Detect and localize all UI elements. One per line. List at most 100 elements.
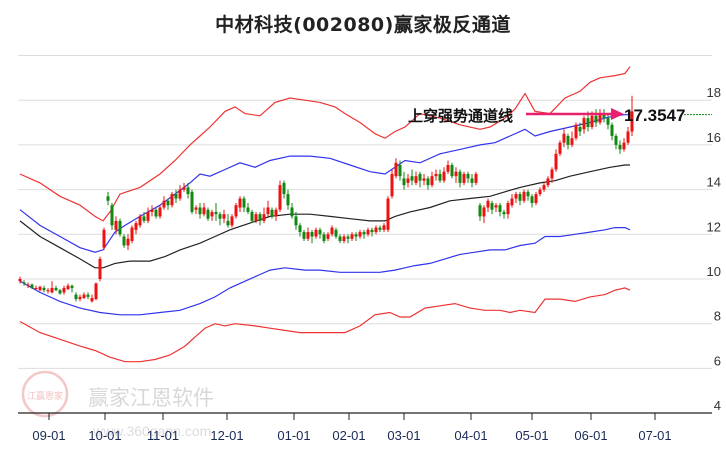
candle [606, 113, 610, 130]
annotation-label: 上穿强势通道线 [408, 107, 513, 125]
x-tick-label: 03-01 [387, 428, 420, 443]
candle [370, 227, 374, 237]
candle [406, 173, 410, 188]
candle [110, 203, 114, 230]
watermark-logo-icon [21, 370, 69, 418]
y-tick-label: 6 [714, 353, 721, 368]
candle [222, 209, 226, 224]
candle [458, 169, 462, 188]
candle [554, 149, 558, 172]
candle [614, 133, 618, 150]
candle [362, 229, 366, 239]
candle [106, 191, 110, 206]
candle [410, 169, 414, 186]
watermark-brand: 赢家江恩软件 [88, 386, 214, 410]
candle [66, 283, 70, 291]
candle [258, 211, 262, 226]
candle [154, 207, 158, 219]
candle [546, 176, 550, 188]
candle [314, 227, 318, 239]
candle [50, 281, 54, 294]
y-tick-label: 16 [707, 130, 721, 145]
candlesticks [18, 95, 634, 303]
candle [170, 191, 174, 208]
candle [578, 122, 582, 136]
candle [86, 292, 90, 300]
candle [202, 203, 206, 217]
candle [582, 115, 586, 134]
candle [98, 256, 102, 282]
candle [610, 122, 614, 141]
x-tick-label: 01-01 [277, 428, 310, 443]
candle [378, 225, 382, 233]
candle [418, 171, 422, 188]
y-tick-label: 10 [707, 264, 721, 279]
candle [198, 203, 202, 219]
candle [570, 131, 574, 148]
candle [354, 232, 358, 242]
y-tick-label: 12 [707, 219, 721, 234]
candle [454, 167, 458, 183]
candle [462, 171, 466, 186]
candle [550, 167, 554, 183]
candle [598, 109, 602, 125]
candle [626, 127, 630, 145]
candle [426, 176, 430, 190]
candle [246, 203, 250, 215]
watermark-logo-text: 江赢恩家 [27, 390, 63, 401]
candle [302, 229, 306, 242]
y-tick-label: 8 [714, 309, 721, 324]
series-mid-line [19, 164, 630, 269]
candle [26, 282, 30, 288]
candle [526, 189, 530, 201]
candle [390, 169, 394, 199]
series-inner-lower [19, 227, 631, 316]
candle [270, 207, 274, 219]
candle [186, 182, 190, 199]
candle [58, 289, 62, 295]
candle [54, 285, 58, 292]
candle [510, 194, 514, 208]
candle [162, 196, 166, 210]
candle [242, 196, 246, 212]
candle [278, 180, 282, 212]
chart-title: 中材科技(002080)赢家极反通道 [215, 14, 511, 36]
axes: 09-01 10-01 11-01 12-01 01-01 02-01 03-01 04-01… [18, 85, 721, 443]
candle [230, 214, 234, 228]
candle [306, 227, 310, 242]
candle [602, 109, 606, 123]
candle [486, 198, 490, 212]
candle [22, 280, 26, 286]
candle [482, 205, 486, 224]
candle [342, 234, 346, 244]
candle [518, 191, 522, 206]
candle [62, 285, 66, 295]
reference-price-label: 17.3547 [624, 106, 685, 125]
candle [422, 173, 426, 186]
candle [450, 162, 454, 179]
candle [82, 292, 86, 300]
candle [434, 169, 438, 181]
candle [386, 196, 390, 233]
candle [414, 171, 418, 186]
candle [618, 140, 622, 154]
candle [502, 209, 506, 219]
candle [142, 211, 146, 224]
x-tick-label: 09-01 [32, 428, 65, 443]
candle [366, 227, 370, 237]
candle [514, 191, 518, 204]
candle [46, 287, 50, 294]
candle [438, 169, 442, 183]
candle [566, 133, 570, 150]
candle [494, 203, 498, 212]
candle [266, 200, 270, 217]
candle [78, 294, 82, 302]
candle [34, 285, 38, 291]
series-outer-lower [19, 287, 631, 363]
candle [254, 211, 258, 224]
candle [446, 160, 450, 174]
x-tick-label: 07-01 [638, 428, 671, 443]
channel-lines [19, 66, 712, 363]
candle [38, 285, 42, 292]
